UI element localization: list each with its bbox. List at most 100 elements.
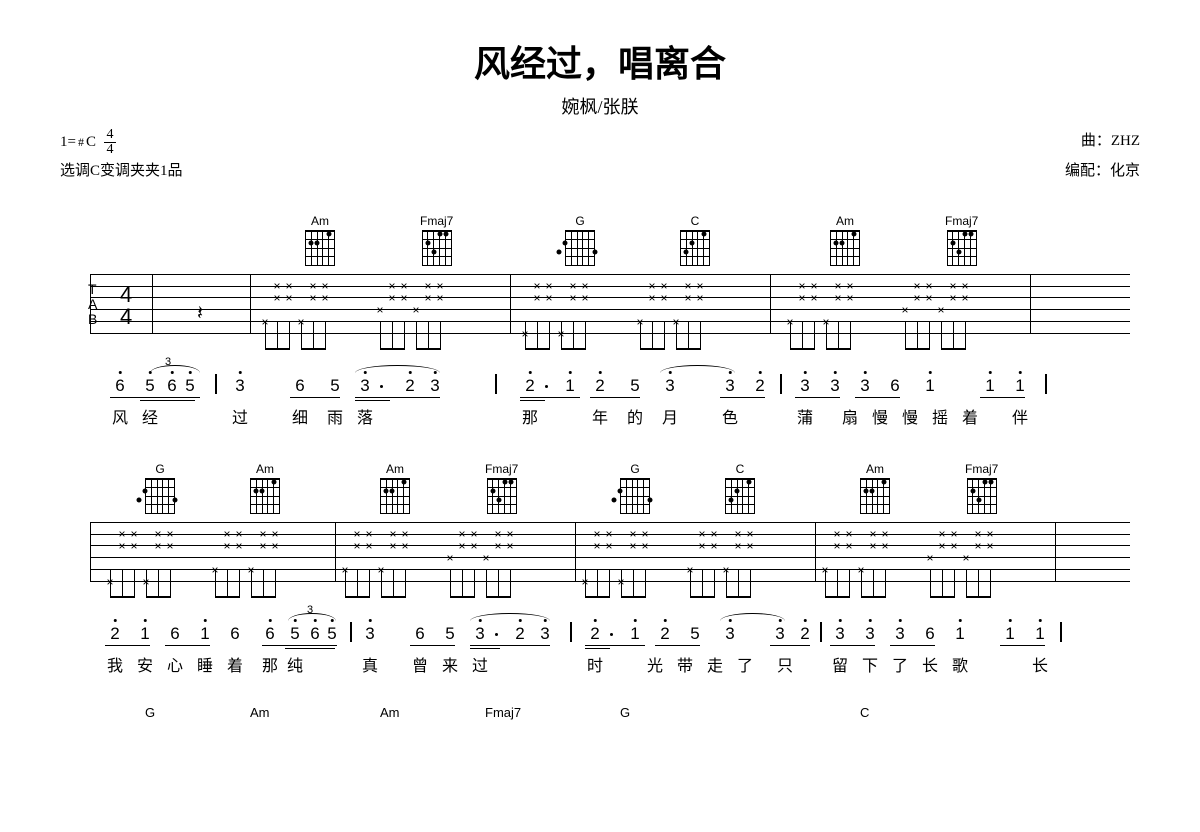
notation-note: 3 [800,376,809,396]
strum-x-icon: × [925,291,932,305]
chord-diagram-am: Am [380,462,410,514]
notation-note: 5 [290,624,299,644]
strum-x-icon: × [881,527,888,541]
chord-diagram-g: G [620,462,650,514]
strum-x-icon: × [648,279,655,293]
strum-x-icon: × [881,539,888,553]
num-barline [570,622,572,642]
strum-x-icon: × [388,279,395,293]
lyric-syllable: 时 [587,652,603,676]
strum-x-icon: × [506,527,513,541]
tuplet-3-icon: 3 [165,356,171,368]
notation-note: 1 [140,624,149,644]
notation-note: 3 [830,376,839,396]
beam-line [980,397,1025,398]
notation-note: 1 [630,624,639,644]
music-section-2: GAmAmFmaj7GCAmFmaj7 ××××××××××××××××××××… [60,456,1140,676]
beam-line [410,645,455,646]
notation-note: 2 [110,624,119,644]
beam-line [585,645,645,646]
strum-x-icon: × [389,527,396,541]
strum-x-icon: × [974,527,981,541]
numbered-notation-1: 6565365323212533233361113 [90,362,1130,402]
notation-note: 6 [115,376,124,396]
notation-note: 6 [890,376,899,396]
lyric-syllable: 曾 [412,652,428,676]
notation-note: 2 [755,376,764,396]
num-barline [1060,622,1062,642]
lyric-syllable: 留 [832,652,848,676]
num-barline [780,374,782,394]
strum-x-icon: × [285,279,292,293]
notation-note: 1 [200,624,209,644]
strum-x-icon: × [273,279,280,293]
beam-line [890,645,935,646]
strum-x-icon: × [353,527,360,541]
strum-x-icon: × [961,291,968,305]
beam-line [520,400,545,401]
strum-x-icon: × [593,539,600,553]
barline [815,522,816,582]
notation-note: 3 [865,624,874,644]
notation-note: 5 [690,624,699,644]
strum-x-icon: × [869,527,876,541]
strum-x-icon: × [424,291,431,305]
strum-x-icon: × [938,527,945,541]
lyric-syllable: 那 [262,652,278,676]
strum-x-icon: × [166,527,173,541]
strum-x-icon: × [913,279,920,293]
beam-line [830,645,875,646]
notation-note: 2 [595,376,604,396]
num-barline [820,622,822,642]
strum-x-icon: × [684,291,691,305]
lyric-syllable: 走 [707,652,723,676]
lyric-syllable: 真 [362,652,378,676]
slur-icon [150,365,200,373]
strum-x-icon: × [436,279,443,293]
strum-x-icon: × [660,291,667,305]
lyric-syllable: 伴 [1012,404,1028,428]
barline [152,274,153,334]
chord-diagram-g: G [145,462,175,514]
strum-x-icon: × [810,291,817,305]
notation-note: 3 [235,376,244,396]
notation-note: 1 [1005,624,1014,644]
strum-x-icon: × [833,527,840,541]
strum-x-icon: × [605,527,612,541]
notation-note: 2 [590,624,599,644]
strum-x-icon: × [130,527,137,541]
strum-x-icon: × [154,527,161,541]
lyric-syllable: 着 [227,652,243,676]
lyric-syllable: 摇 [932,404,948,428]
strum-x-icon: × [118,527,125,541]
barline [90,522,91,582]
strum-x-icon: × [710,539,717,553]
notation-note: 2 [525,376,534,396]
lyric-syllable: 落 [357,404,373,428]
slur-icon [660,365,735,373]
strum-x-icon: × [223,539,230,553]
strum-x-icon: × [494,539,501,553]
strum-x-icon: × [365,527,372,541]
notation-note: 5 [445,624,454,644]
notation-note: 3 [430,376,439,396]
strum-x-icon: × [901,303,908,317]
strum-x-icon: × [698,527,705,541]
music-section-1: AmFmaj7GCAmFmaj7 TAB 44 𝄽×××××××××××××××… [60,208,1140,428]
lyric-syllable: 着 [962,404,978,428]
chord-name-c: C [860,705,869,722]
strum-x-icon: × [545,291,552,305]
lyric-syllable: 蒲 [797,404,813,428]
strum-x-icon: × [569,291,576,305]
rest-icon: 𝄽 [197,302,203,325]
lyric-syllable: 慢 [872,404,888,428]
beam-line [110,397,200,398]
barline [510,274,511,334]
beam-line [585,648,610,649]
lyric-syllable: 我 [107,652,123,676]
lyric-syllable: 的 [627,404,643,428]
strum-x-icon: × [605,539,612,553]
strum-x-icon: × [235,527,242,541]
strum-x-icon: × [581,279,588,293]
barline [1055,522,1056,582]
